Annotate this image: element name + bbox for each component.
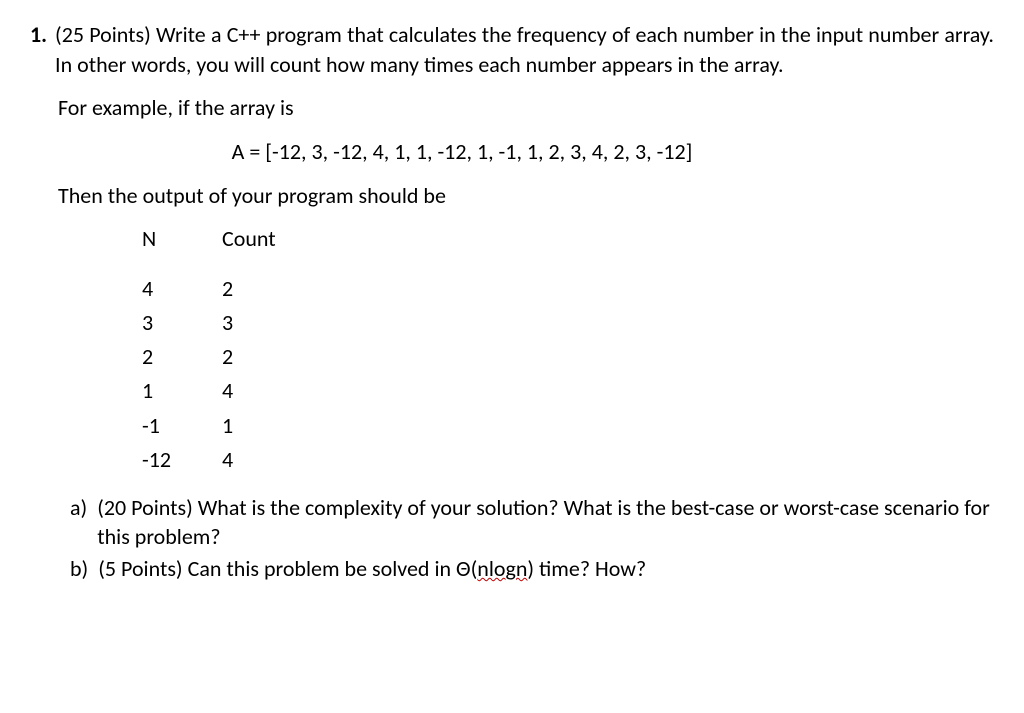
cell-count: 4 (222, 374, 233, 408)
subpart-label: b) (70, 554, 88, 584)
subpart-label: a) (70, 493, 87, 523)
header-n: N (142, 224, 192, 254)
points-label: (25 Points) (55, 21, 151, 48)
question-prompt: (25 Points) Write a C++ program that cal… (55, 20, 994, 79)
example-intro: For example, if the array is (58, 93, 994, 123)
subpart-text-after: ) time? How? (527, 555, 646, 582)
question-block: 1. (25 Points) Write a C++ program that … (30, 20, 994, 79)
subpart-points: (5 Points) (98, 555, 182, 582)
cell-n: -1 (142, 409, 192, 443)
cell-n: -12 (142, 443, 192, 477)
question-number: 1. (30, 20, 47, 50)
output-table: N Count 4 2 3 3 2 2 1 4 -1 1 -12 4 (142, 224, 994, 476)
cell-n: 2 (142, 340, 192, 374)
output-intro: Then the output of your program should b… (58, 181, 994, 211)
prompt-text: Write a C++ program that calculates the … (55, 21, 994, 78)
cell-n: 1 (142, 374, 192, 408)
subpart-text: What is the complexity of your solution?… (97, 494, 990, 551)
subpart-text-before: Can this problem be solved in Θ( (188, 555, 478, 582)
cell-n: 4 (142, 272, 192, 306)
table-row: 1 4 (142, 374, 994, 408)
table-row: 4 2 (142, 272, 994, 306)
subparts: a) (20 Points) What is the complexity of… (70, 493, 994, 584)
table-row: 2 2 (142, 340, 994, 374)
cell-count: 3 (222, 306, 233, 340)
cell-count: 1 (222, 409, 233, 443)
subpart-body: (20 Points) What is the complexity of yo… (97, 493, 994, 552)
cell-count: 2 (222, 340, 233, 374)
table-row: 3 3 (142, 306, 994, 340)
subpart-a: a) (20 Points) What is the complexity of… (70, 493, 994, 552)
table-row: -12 4 (142, 443, 994, 477)
nlogn-text: nlogn (477, 555, 527, 582)
array-definition: A = [-12, 3, -12, 4, 1, 1, -12, 1, -1, 1… (0, 137, 994, 167)
subpart-body: (5 Points) Can this problem be solved in… (98, 554, 994, 584)
cell-count: 2 (222, 272, 233, 306)
cell-count: 4 (222, 443, 233, 477)
header-count: Count (222, 224, 276, 254)
subpart-points: (20 Points) (97, 494, 193, 521)
table-row: -1 1 (142, 409, 994, 443)
table-header-row: N Count (142, 224, 994, 254)
subpart-b: b) (5 Points) Can this problem be solved… (70, 554, 994, 584)
cell-n: 3 (142, 306, 192, 340)
